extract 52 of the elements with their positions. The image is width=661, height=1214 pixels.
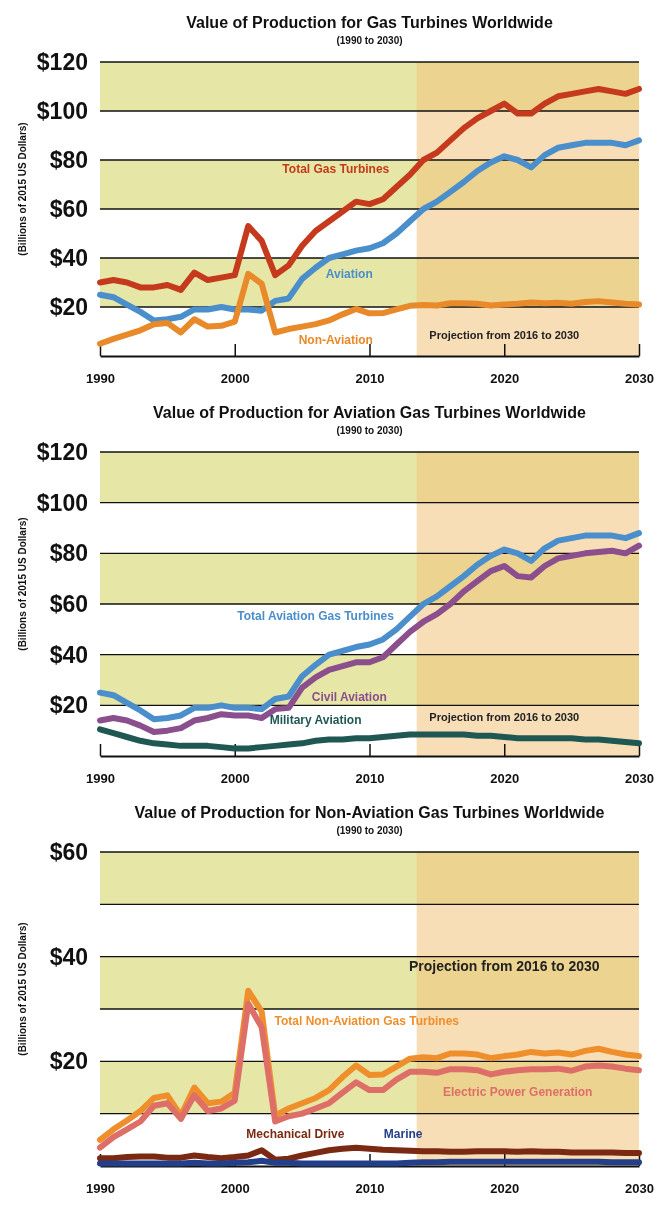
series-label: Military Aviation (269, 712, 362, 727)
y-tick-label: $100 (36, 97, 88, 124)
series-label: Total Gas Turbines (282, 161, 390, 176)
series-label: Mechanical Drive (246, 1126, 345, 1141)
x-tick-label: 1990 (86, 771, 115, 787)
series-label: Total Aviation Gas Turbines (237, 608, 395, 623)
x-tick-label: 2030 (625, 1181, 654, 1197)
y-tick-label: $120 (36, 438, 88, 465)
chart-title: Value of Production for Non-Aviation Gas Turbines Worldwide (134, 804, 605, 821)
band-label: Projection from 2016 to 2030 (408, 957, 600, 974)
series-label: Civil Aviation (311, 689, 387, 704)
band-label: Projection from 2016 to 2030 (429, 329, 580, 342)
chart-title: Value of Production for Gas Turbines Worldwide (186, 14, 553, 31)
series-label: Electric Power Generation (443, 1084, 593, 1099)
x-tick-label: 2020 (490, 771, 520, 787)
series-label: Aviation (325, 267, 373, 282)
series-label: Non-Aviation (298, 333, 373, 348)
band-label: Projection from 2016 to 2030 (429, 710, 580, 723)
y-tick-label: $80 (49, 146, 88, 173)
y-axis-title: (Billions of 2015 US Dollars) (17, 922, 28, 1056)
x-tick-label: 2030 (625, 371, 654, 387)
y-tick-label: $20 (49, 1048, 88, 1075)
x-tick-label: 2010 (355, 771, 385, 787)
x-tick-label: 2020 (490, 1181, 520, 1197)
x-tick-label: 2010 (355, 1181, 385, 1197)
y-tick-label: $20 (49, 692, 88, 719)
chart-title: Value of Production for Aviation Gas Turbines Worldwide (153, 404, 587, 421)
x-tick-label: 2000 (220, 371, 250, 387)
y-tick-label: $100 (36, 489, 88, 516)
y-tick-label: $60 (49, 195, 88, 222)
x-tick-label: 2020 (490, 371, 520, 387)
y-axis-title: (Billions of 2015 US Dollars) (17, 122, 28, 256)
chart-subtitle: (1990 to 2030) (336, 35, 403, 46)
y-axis-title: (Billions of 2015 US Dollars) (17, 517, 28, 651)
x-tick-label: 1990 (86, 371, 115, 387)
series-label: Total Non-Aviation Gas Turbines (274, 1014, 460, 1029)
x-tick-label: 2010 (355, 371, 385, 387)
y-tick-label: $40 (49, 244, 88, 271)
y-tick-label: $40 (49, 943, 88, 970)
y-tick-label: $60 (49, 838, 88, 865)
y-tick-label: $60 (49, 590, 88, 617)
x-tick-label: 2030 (625, 771, 654, 787)
y-tick-label: $40 (49, 641, 88, 668)
y-tick-label: $80 (49, 540, 88, 567)
x-tick-label: 2000 (220, 1181, 250, 1197)
y-tick-label: $120 (36, 48, 88, 75)
chart-subtitle: (1990 to 2030) (336, 425, 403, 436)
chart-subtitle: (1990 to 2030) (336, 825, 403, 836)
x-tick-label: 1990 (86, 1181, 115, 1197)
series-label: Marine (383, 1126, 423, 1141)
x-tick-label: 2000 (220, 771, 250, 787)
y-tick-label: $20 (49, 293, 88, 320)
